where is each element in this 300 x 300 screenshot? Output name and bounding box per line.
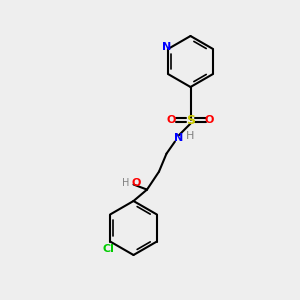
Text: S: S bbox=[186, 113, 195, 127]
Text: H: H bbox=[122, 178, 129, 188]
Text: Cl: Cl bbox=[103, 244, 115, 254]
Text: H: H bbox=[186, 131, 194, 141]
Text: O: O bbox=[167, 115, 176, 125]
Text: O: O bbox=[132, 178, 141, 188]
Text: N: N bbox=[162, 42, 172, 52]
Text: O: O bbox=[205, 115, 214, 125]
Text: N: N bbox=[174, 133, 183, 143]
